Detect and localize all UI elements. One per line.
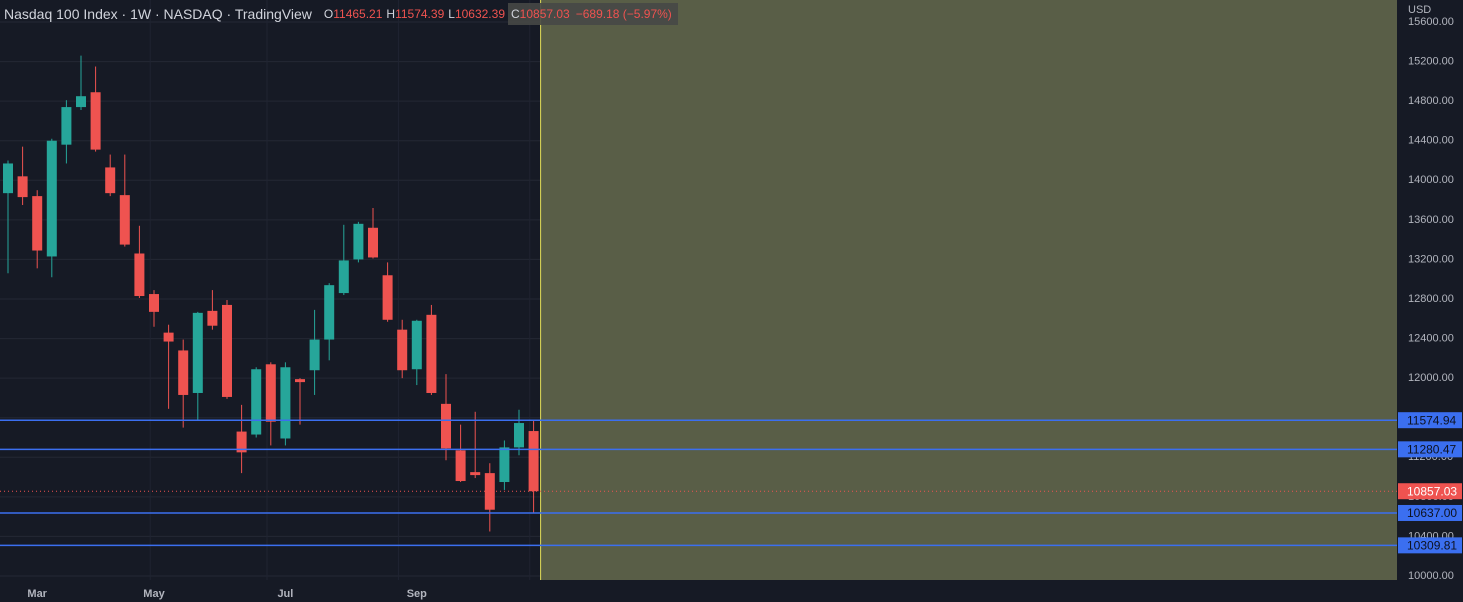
- candle-body: [499, 447, 510, 483]
- candle-body: [455, 450, 466, 482]
- candle-body: [207, 310, 218, 326]
- last-price-label: 10857.03: [1407, 484, 1457, 498]
- candle-body: [295, 379, 305, 383]
- candle-body: [397, 329, 408, 371]
- candle-body: [426, 314, 437, 393]
- ohlc-label: C: [511, 7, 520, 21]
- y-tick-label: 12800.00: [1408, 293, 1454, 305]
- candle-body: [192, 312, 203, 393]
- y-tick-label: 12400.00: [1408, 332, 1454, 344]
- candle-body: [222, 304, 232, 397]
- candle-body: [178, 350, 189, 395]
- ohlc-label: H: [386, 7, 396, 21]
- candle-body: [134, 253, 145, 297]
- level-label: 10309.81: [1407, 539, 1457, 553]
- ohlc-value: 10632.39: [454, 7, 505, 21]
- candle-body: [441, 403, 451, 449]
- y-tick-label: 15600.00: [1408, 16, 1454, 28]
- candle-body: [163, 332, 174, 342]
- candle-body: [90, 92, 101, 150]
- candle-body: [353, 223, 364, 260]
- level-label-bg: [1398, 412, 1462, 429]
- level-label-bg: [1398, 537, 1462, 554]
- shaded-region: [540, 0, 1397, 580]
- last-price-label-bg: [1398, 483, 1462, 500]
- candle-body: [32, 196, 43, 251]
- x-tick-label: Mar: [27, 588, 47, 600]
- ohlc-label: L: [448, 7, 455, 21]
- ohlc-value: 11465.21: [333, 7, 383, 21]
- y-tick-label: 14800.00: [1408, 95, 1454, 107]
- y-tick-label: 14400.00: [1408, 135, 1454, 147]
- candle-body: [3, 163, 13, 194]
- currency-label: USD: [1408, 4, 1431, 16]
- candle-body: [149, 294, 159, 312]
- candle-body: [280, 367, 291, 439]
- candle-body: [528, 431, 539, 492]
- level-label: 11280.47: [1407, 442, 1456, 456]
- time-axis: [0, 580, 1397, 602]
- candle-body: [105, 167, 116, 194]
- candle-body: [382, 275, 393, 320]
- change: −689.18 (−5.97%): [575, 7, 672, 21]
- x-tick-label: Jul: [277, 588, 293, 600]
- level-label-bg: [1398, 504, 1462, 521]
- price-axis: [1397, 0, 1463, 602]
- candle-body: [484, 473, 495, 510]
- candle-body: [46, 140, 57, 257]
- candle-body: [309, 339, 320, 371]
- candle-body: [265, 364, 276, 422]
- y-tick-label: 13600.00: [1408, 214, 1454, 226]
- y-tick-label: 10000.00: [1408, 570, 1454, 582]
- ohlc-value: 11574.39: [395, 7, 445, 21]
- candle-body: [17, 176, 28, 198]
- header: Nasdaq 100 Index · 1W · NASDAQ · Trading…: [0, 3, 678, 25]
- level-label: 10637.00: [1407, 506, 1457, 520]
- y-tick-label: 14000.00: [1408, 174, 1454, 186]
- header-box: C 10857.03 −689.18 (−5.97%): [508, 3, 678, 25]
- candle-body: [338, 260, 349, 294]
- ohlc-label: O: [323, 7, 334, 21]
- candle-body: [76, 96, 86, 108]
- candle-body: [61, 107, 72, 145]
- y-tick-label: 15200.00: [1408, 55, 1454, 67]
- header-title: Nasdaq 100 Index · 1W · NASDAQ · Trading…: [4, 6, 312, 22]
- candle-body: [119, 195, 130, 245]
- y-tick-label: 13200.00: [1408, 253, 1454, 265]
- candle-body: [470, 472, 481, 476]
- candle-body: [514, 423, 524, 448]
- ohlc-value: 10857.03: [519, 7, 570, 21]
- level-label-bg: [1398, 441, 1462, 458]
- candle-body: [411, 320, 422, 370]
- x-tick-label: Sep: [407, 588, 427, 600]
- candle-body: [368, 227, 378, 258]
- candle-body: [251, 369, 262, 435]
- candle-body: [236, 431, 247, 453]
- level-label: 11574.94: [1407, 413, 1456, 427]
- x-tick-label: May: [143, 588, 165, 600]
- y-tick-label: 12000.00: [1408, 372, 1454, 384]
- candle-body: [324, 285, 335, 340]
